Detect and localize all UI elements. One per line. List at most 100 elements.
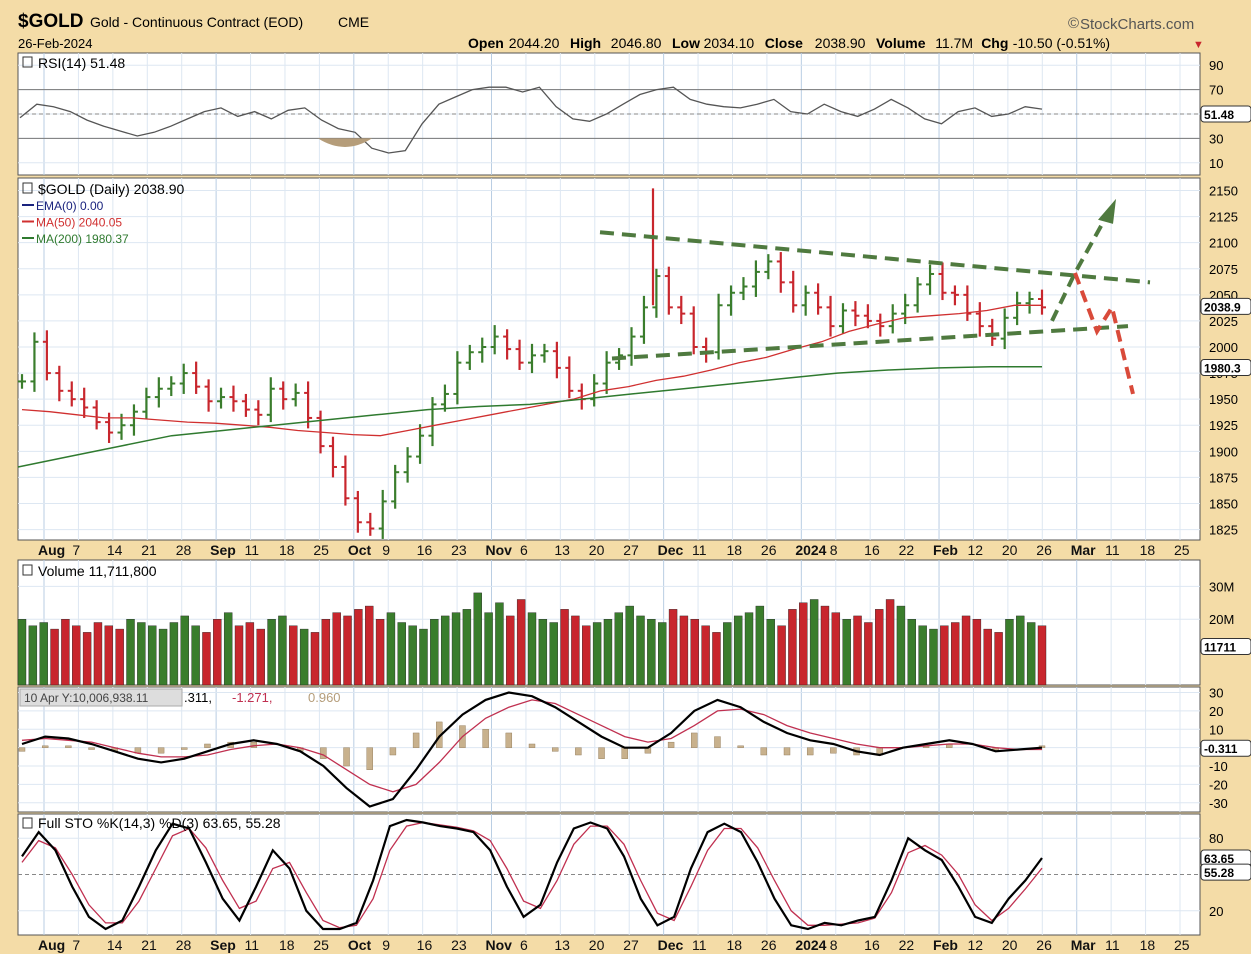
volume-bar <box>180 615 189 686</box>
volume-bar <box>17 619 27 686</box>
x-tick-label: 20 <box>1002 937 1018 953</box>
x-tick-label: Feb <box>933 542 958 558</box>
rsi-oversold-fill <box>318 138 372 147</box>
volume-bar <box>690 619 699 686</box>
breakout-arrowhead <box>1098 198 1116 224</box>
macd-histogram-bar <box>482 729 489 748</box>
x-tick-label: 18 <box>1140 542 1156 558</box>
volume-bar <box>733 615 743 686</box>
volume-bar <box>549 622 558 686</box>
volume-bar <box>169 622 179 686</box>
volume-bar <box>777 625 786 686</box>
rsi-last-value: 51.48 <box>1204 108 1234 122</box>
down-arrow-icon: ▼ <box>1193 39 1204 51</box>
volume-bar <box>592 622 602 686</box>
volume-bar <box>755 605 765 686</box>
x-tick-label: 22 <box>899 937 915 953</box>
x-tick-label: 14 <box>107 542 123 558</box>
volume-bar <box>506 615 515 686</box>
macd-histogram-bar <box>343 747 350 767</box>
macd-line <box>21 691 1043 808</box>
x-tick-label: 11 <box>692 542 707 558</box>
volume-last-value-box <box>1200 638 1251 656</box>
volume-last-value: 11711 <box>1204 641 1236 655</box>
ohlc-label: Close <box>765 35 803 51</box>
ohlc-label: Chg <box>981 35 1008 51</box>
volume-bar <box>451 612 461 686</box>
volume-bar <box>950 622 960 686</box>
volume-bar <box>321 619 331 686</box>
ohlc-label: Low <box>672 35 700 51</box>
x-tick-label: 11 <box>1105 542 1120 558</box>
volume-bar <box>1005 619 1014 686</box>
copyright-icon: © <box>1068 15 1079 32</box>
volume-bar <box>148 625 157 686</box>
y-tick-label: -20 <box>1209 777 1228 792</box>
volume-bar <box>39 622 48 686</box>
volume-bar <box>408 625 417 686</box>
macd-histogram-bar <box>181 747 188 750</box>
x-tick-label: 2024 <box>795 937 826 953</box>
volume-bar <box>744 612 754 686</box>
volume-bar <box>1026 622 1036 686</box>
macd-histogram-bar <box>691 732 698 748</box>
volume-bar <box>202 632 211 686</box>
ma50-line <box>21 304 1042 437</box>
x-tick-label: 27 <box>623 937 639 953</box>
volume-bar <box>560 609 569 686</box>
legend-entry: EMA(0) 0.00 <box>36 199 104 213</box>
x-tick-label: Sep <box>210 937 236 953</box>
x-tick-label: Feb <box>933 937 958 953</box>
x-axis: Aug 7 14 21 28 Sep 11 18 25 Oct 9 16 23 Nov 6 13 20 27 Dec… <box>38 937 1190 953</box>
macd-histogram-bar <box>204 743 211 748</box>
macd-histogram-bar <box>783 747 791 756</box>
y-tick-label: 1950 <box>1209 392 1238 407</box>
x-tick-label: 14 <box>107 937 123 953</box>
volume-bar <box>636 615 645 686</box>
volume-bar <box>332 612 341 686</box>
chart-date: 26-Feb-2024 <box>18 36 92 51</box>
volume-bar <box>430 619 439 686</box>
volume-bar <box>538 619 548 686</box>
macd-last-value-box <box>1200 739 1251 757</box>
x-tick-label: 18 <box>279 542 295 558</box>
volume-bar <box>256 628 265 686</box>
volume-bar <box>93 622 103 686</box>
y-tick-label: 2100 <box>1209 236 1238 251</box>
volume-bar <box>603 619 613 686</box>
y-tick-label: 30 <box>1209 131 1223 146</box>
y-tick-label: -30 <box>1209 796 1228 811</box>
y-tick-label: 2150 <box>1209 184 1238 199</box>
macd-histogram-bar <box>412 732 420 748</box>
rsi-last-value-box <box>1200 105 1251 123</box>
x-tick-label: 16 <box>864 542 880 558</box>
breakdown-arrow <box>1073 272 1135 395</box>
y-tick-label: 30 <box>1209 686 1223 701</box>
y-tick-label: 1875 <box>1209 470 1238 485</box>
volume-bar <box>484 612 493 686</box>
ma200-line <box>17 366 1042 468</box>
macd-histogram-bar <box>830 747 837 754</box>
lower-trendline <box>611 324 1129 361</box>
header: $GOLD Gold - Continuous Contract (EOD) C… <box>18 11 1204 51</box>
x-tick-label: 7 <box>72 937 80 953</box>
rsi-line <box>19 86 1043 154</box>
volume-bar <box>516 599 526 686</box>
ohlc-value: 11.7M <box>935 35 973 51</box>
macd-histogram-bar <box>760 747 768 756</box>
ohlc-bar: Open 2044.20 High 2046.80 Low 2034.10 Close 203… <box>468 35 1110 51</box>
volume-bar <box>245 622 255 686</box>
volume-bar <box>875 609 884 686</box>
x-tick-label: 12 <box>967 542 983 558</box>
x-tick-label: 8 <box>830 937 838 953</box>
ohlc-label: Volume <box>876 35 926 51</box>
x-tick-label: 20 <box>589 937 605 953</box>
x-tick-label: 6 <box>520 937 528 953</box>
brand: StockCharts.com <box>1080 16 1194 33</box>
macd-histogram-bar <box>505 732 513 748</box>
volume-bar <box>462 609 472 686</box>
x-tick-label: 13 <box>554 542 570 558</box>
ohlc-value: 2046.80 <box>611 35 662 51</box>
